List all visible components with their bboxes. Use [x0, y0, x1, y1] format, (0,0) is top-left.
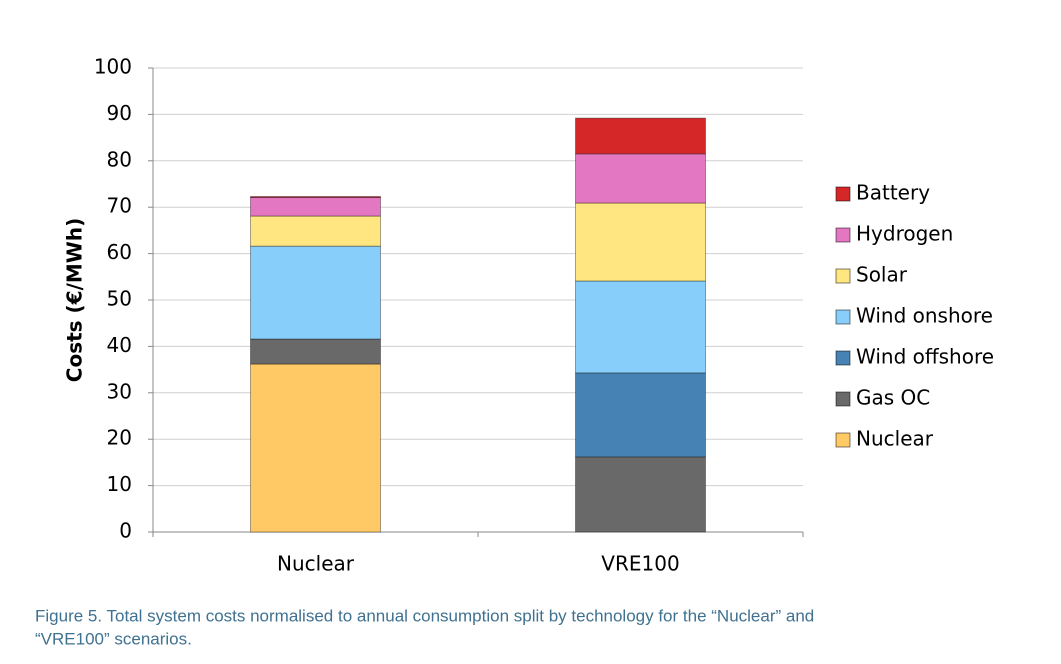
legend-swatch — [835, 432, 851, 448]
y-axis-title: Costs (€/MWh) — [63, 218, 87, 382]
legend-label: Gas OC — [856, 386, 930, 410]
bar-segment — [575, 202, 706, 282]
y-tick-label: 70 — [107, 194, 132, 218]
bar-segment — [250, 196, 381, 198]
legend-label: Wind onshore — [856, 304, 993, 328]
legend-swatch — [835, 350, 851, 366]
caption: “VRE100” scenarios. — [35, 629, 192, 648]
x-tick-label: Nuclear — [277, 552, 355, 576]
y-tick-label: 100 — [94, 55, 132, 79]
bar-segment — [250, 245, 381, 340]
legend-swatch — [835, 186, 851, 202]
legend-swatch — [835, 268, 851, 284]
legend-label: Nuclear — [856, 427, 934, 451]
legend-swatch — [835, 391, 851, 407]
legend-label: Wind offshore — [856, 345, 994, 369]
legend-swatch — [835, 227, 851, 243]
y-tick-label: 10 — [107, 472, 132, 496]
legend-swatch — [835, 309, 851, 325]
legend-label: Solar — [856, 263, 908, 287]
bar-segment — [250, 196, 381, 217]
y-tick-label: 90 — [107, 101, 132, 125]
y-tick-label: 20 — [107, 426, 132, 450]
y-tick-label: 80 — [107, 147, 132, 171]
y-tick-label: 40 — [107, 333, 132, 357]
bar-segment — [575, 280, 706, 374]
caption: Figure 5. Total system costs normalised … — [35, 606, 814, 625]
bar-segment — [575, 456, 706, 533]
legend-label: Battery — [856, 181, 930, 205]
bar-segment — [575, 372, 706, 458]
bar-segment — [250, 363, 381, 533]
bar-segment — [250, 215, 381, 247]
y-tick-label: 30 — [107, 379, 132, 403]
y-tick-label: 60 — [107, 240, 132, 264]
y-tick-label: 0 — [119, 519, 132, 543]
y-tick-label: 50 — [107, 287, 132, 311]
x-tick-label: VRE100 — [601, 552, 679, 576]
legend-label: Hydrogen — [856, 222, 953, 246]
bar-segment — [575, 117, 706, 155]
bar-segment — [250, 338, 381, 365]
bar-segment — [575, 153, 706, 204]
